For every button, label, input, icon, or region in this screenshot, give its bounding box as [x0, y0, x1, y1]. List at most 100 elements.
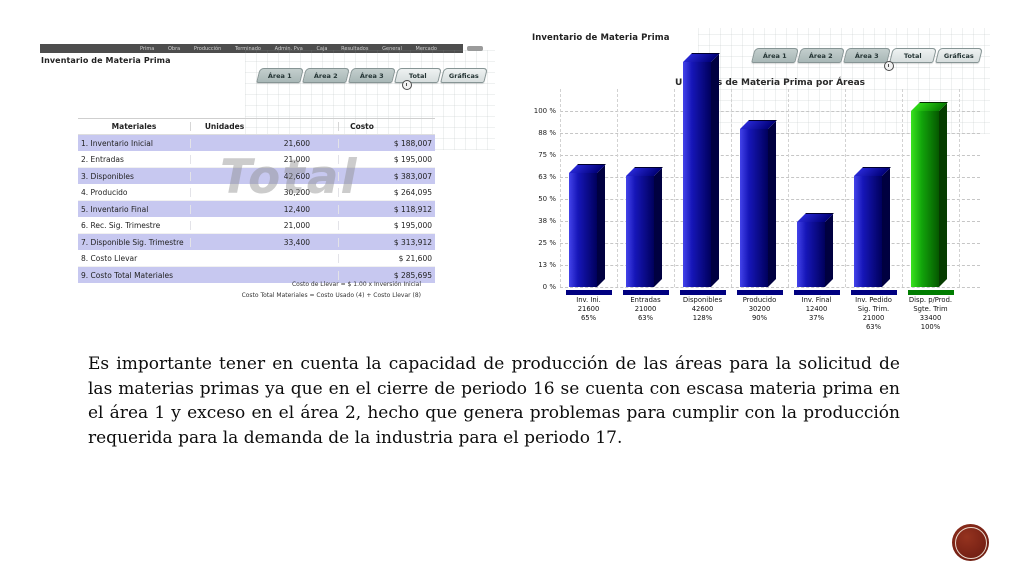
category-color-strip: [679, 290, 726, 295]
table-cell: $ 118,912: [338, 204, 435, 214]
category-percent: 65%: [580, 314, 597, 322]
category-name: Sig. Trim.: [857, 305, 890, 313]
left-tab-rea-2[interactable]: Área 2: [302, 68, 350, 83]
category-units: 33400: [919, 314, 942, 322]
table-row: 2. Entradas 21,000 $ 195,000: [78, 151, 435, 168]
table-row: 5. Inventario Final 12,400 $ 118,912: [78, 201, 435, 217]
v-gridline: [617, 89, 618, 287]
table-cell: 8. Costo Llevar: [81, 253, 138, 263]
v-gridline: [902, 89, 903, 287]
menu-item-admin-pva[interactable]: Admin. Pva: [274, 45, 303, 52]
y-tick-label: 88 %: [538, 128, 556, 137]
bar-front-face: [683, 61, 711, 287]
v-gridline: [560, 89, 561, 287]
y-tick-label: 25 %: [538, 238, 556, 247]
menu-item-terminado[interactable]: Terminado: [234, 45, 261, 52]
tab-label: Área 3: [360, 71, 384, 80]
category-color-strip: [793, 290, 840, 295]
materials-table: Materiales Unidades Costo 1. Inventario In…: [78, 118, 435, 283]
table-footnotes: Costo de Llevar = $ 1.00 x Inversión Ini…: [242, 279, 421, 301]
v-gridline: [731, 89, 732, 287]
table-cell: 6. Rec. Sig. Trimestre: [81, 220, 161, 230]
bar-producido: [740, 119, 777, 287]
y-tick-label: 38 %: [538, 216, 556, 225]
table-cell: $ 313,912: [338, 237, 435, 247]
menu-item-producci-n[interactable]: Producción: [193, 45, 222, 52]
bar-disponibles: [683, 52, 720, 287]
menu-item-caja[interactable]: Caja: [316, 45, 328, 52]
bar-front-face: [911, 111, 939, 287]
table-row: 8. Costo Llevar $ 21,600: [78, 250, 435, 267]
category-name: Producido: [742, 296, 777, 304]
right-tab-bar: Área 1 Área 2 Área 3 Total Gráficas: [751, 48, 983, 63]
category-label-disponibles: Disponibles 42600 128%: [674, 290, 731, 323]
category-label-disp-p-prod-sgte-trim: Disp. p/Prod. Sgte. Trim 33400 100%: [902, 290, 959, 332]
menu-item-resultados[interactable]: Resultados: [341, 45, 369, 52]
left-tab-rea-1[interactable]: Área 1: [256, 68, 304, 83]
table-row: 6. Rec. Sig. Trimestre 21,000 $ 195,000: [78, 217, 435, 234]
tab-label: Área 1: [268, 71, 292, 80]
bar-side-face: [768, 120, 776, 287]
bar-front-face: [569, 172, 597, 287]
category-percent: 100%: [920, 323, 941, 331]
left-screenshot-table-panel: Prima Obra Producción Terminado Admin. Pva Ca…: [40, 44, 495, 306]
chart-title: Unidades de Materia Prima por Áreas: [674, 78, 866, 88]
right-panel-title: Inventario de Materia Prima: [532, 33, 670, 43]
right-tab-rea-2[interactable]: Área 2: [797, 48, 845, 63]
table-footnote: Costo Total Materiales = Costo Usado (4)…: [241, 292, 421, 299]
category-label-inv-ini: Inv. Ini. 21600 65%: [560, 290, 617, 323]
category-label-inv-pedido-sig-trim: Inv. Pedido Sig. Trim. 21000 63%: [845, 290, 902, 332]
bar-side-face: [711, 53, 719, 287]
menu-item-prima[interactable]: Prima: [140, 45, 155, 52]
menu-item-mercado[interactable]: Mercado: [415, 45, 437, 52]
bar-side-face: [825, 213, 833, 287]
category-units: 21000: [862, 314, 885, 322]
column-header-costo: Costo: [338, 122, 435, 131]
column-header-materiales: Materiales: [111, 122, 157, 131]
table-cell: 2. Entradas: [81, 154, 124, 164]
table-footnote: Costo de Llevar = $ 1.00 x Inversión Ini…: [291, 281, 421, 288]
table-cell: 9. Costo Total Materiales: [81, 270, 174, 280]
table-cell: 3. Disponibles: [81, 171, 134, 181]
table-cell: 42,600: [190, 171, 338, 181]
clock-icon: [884, 61, 894, 71]
tab-label: Área 1: [763, 51, 787, 60]
right-tab-total[interactable]: Total: [889, 48, 937, 63]
bar-front-face: [740, 128, 768, 287]
table-cell: $ 383,007: [338, 171, 435, 181]
total-watermark: Total: [220, 150, 359, 205]
category-color-strip: [736, 290, 783, 295]
tab-label: Área 2: [314, 71, 338, 80]
category-label-entradas: Entradas 21000 63%: [617, 290, 674, 323]
left-tab-total[interactable]: Total: [394, 68, 442, 83]
table-row: 4. Producido 30,200 $ 264,095: [78, 184, 435, 201]
logo-ring: [954, 526, 987, 559]
table-row: 1. Inventario Inicial 21,600 $ 188,007: [78, 135, 435, 151]
clock-icon: [402, 80, 412, 90]
menu-item-obra[interactable]: Obra: [167, 45, 181, 52]
chart-y-axis: 100 % 88 % 75 % 63 % 50 % 38 % 25 % 13 % 0 %: [530, 107, 556, 291]
brand-logo: [952, 524, 989, 561]
tab-label: Gráficas: [944, 51, 974, 60]
right-tab-rea-1[interactable]: Área 1: [751, 48, 799, 63]
category-name: Inv. Final: [801, 296, 832, 304]
right-tab-gr-ficas[interactable]: Gráficas: [935, 48, 983, 63]
tab-label: Área 3: [855, 51, 879, 60]
menu-item-general[interactable]: General: [382, 45, 402, 52]
right-tab-rea-3[interactable]: Área 3: [843, 48, 891, 63]
left-tab-rea-3[interactable]: Área 3: [348, 68, 396, 83]
v-gridline: [845, 89, 846, 287]
table-cell: 21,000: [190, 220, 338, 230]
category-units: 30200: [748, 305, 771, 313]
category-units: 21000: [634, 305, 657, 313]
category-units: 21600: [577, 305, 600, 313]
table-cell: $ 188,007: [338, 138, 435, 148]
category-units: 12400: [805, 305, 828, 313]
left-tab-gr-ficas[interactable]: Gráficas: [440, 68, 488, 83]
category-name: Sgte. Trim: [913, 305, 948, 313]
bar-inv-pedido-sig-trim: [854, 167, 891, 287]
category-name: Inv. Pedido: [855, 296, 892, 304]
table-header-row: Materiales Unidades Costo: [78, 118, 435, 135]
bar-front-face: [854, 176, 882, 287]
table-body: 1. Inventario Inicial 21,600 $ 188,007 2. E…: [78, 135, 435, 283]
